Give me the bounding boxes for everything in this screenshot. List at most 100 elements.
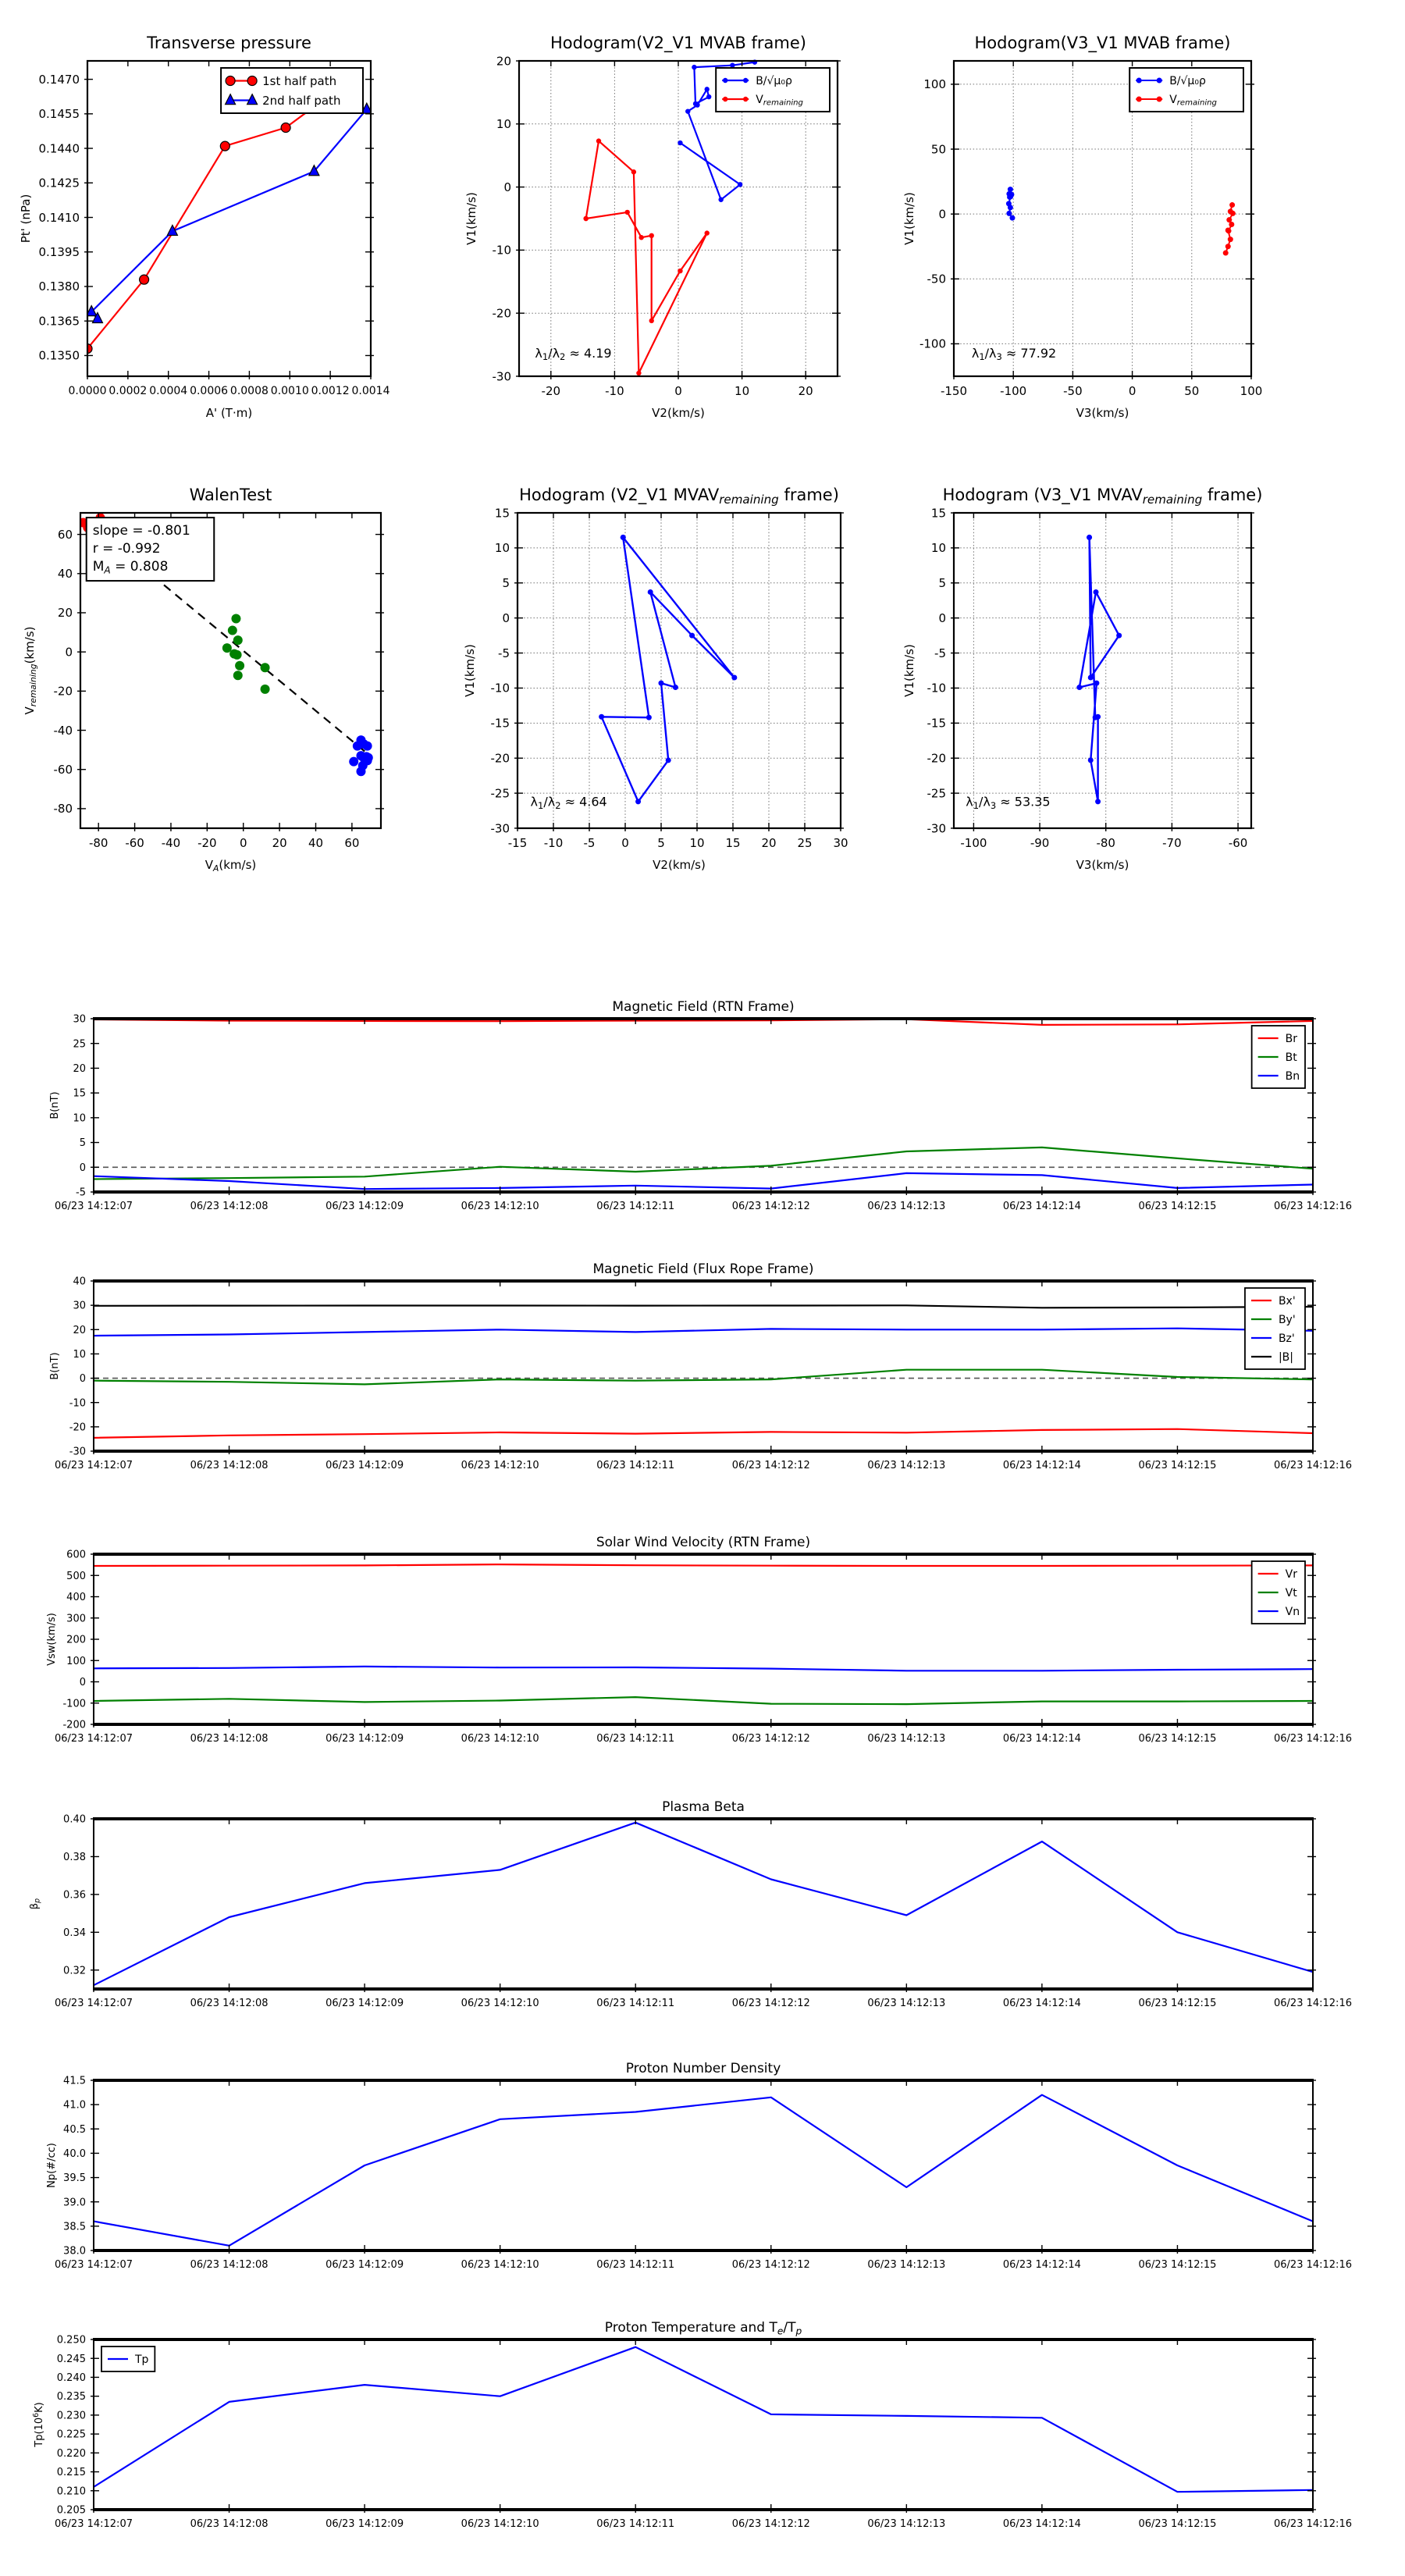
y-tick-label: -15 bbox=[491, 717, 510, 731]
chart-title: Proton Temperature and Te/Tp bbox=[605, 2320, 802, 2336]
y-tick-label: 0.1350 bbox=[39, 349, 80, 363]
legend: Br Bt Bn bbox=[1250, 1025, 1306, 1089]
y-tick-label: 39.0 bbox=[63, 2197, 86, 2208]
y-tick-label: -50 bbox=[927, 272, 947, 286]
series-markers-V-path bbox=[1076, 534, 1122, 805]
x-tick-label: 5 bbox=[657, 836, 665, 850]
x-tick-label: 06/23 14:12:12 bbox=[732, 1201, 810, 1212]
x-tick-label: 0.0006 bbox=[190, 385, 228, 397]
series-line-Bx' bbox=[93, 1428, 1314, 1439]
legend-label: Vn bbox=[1286, 1606, 1300, 1618]
x-tick-label: 06/23 14:12:11 bbox=[596, 2518, 674, 2530]
dot-marker-icon bbox=[139, 274, 150, 285]
x-tick-label: 0.0010 bbox=[271, 385, 309, 397]
x-tick-label: 06/23 14:12:13 bbox=[867, 2518, 945, 2530]
triangle-marker-icon bbox=[308, 164, 320, 176]
x-tick-label: 06/23 14:12:11 bbox=[596, 1460, 674, 1471]
x-tick-label: 25 bbox=[797, 836, 812, 850]
grid bbox=[517, 512, 841, 829]
x-tick-label: 06/23 14:12:16 bbox=[1274, 1733, 1352, 1745]
x-tick-label: 06/23 14:12:15 bbox=[1138, 1201, 1216, 1212]
x-tick-label: -60 bbox=[1229, 836, 1248, 850]
dot-marker-icon bbox=[638, 235, 644, 240]
y-tick-label: 500 bbox=[66, 1571, 86, 1582]
x-tick-label: -100 bbox=[1000, 384, 1026, 398]
x-tick-label: 06/23 14:12:10 bbox=[461, 1460, 539, 1471]
plot-area bbox=[93, 1821, 1314, 1987]
y-tick-label: 0.1365 bbox=[39, 314, 80, 328]
x-tick-label: -50 bbox=[1063, 384, 1083, 398]
dot-marker-icon bbox=[685, 109, 691, 114]
y-tick-label: 38.0 bbox=[63, 2246, 86, 2258]
x-tick-label: 0.0014 bbox=[352, 385, 390, 397]
y-tick-label: 300 bbox=[66, 1613, 86, 1624]
y-tick-label: 15 bbox=[931, 506, 946, 520]
y-tick-label: 30 bbox=[73, 1014, 86, 1026]
dot-marker-icon bbox=[1225, 244, 1231, 250]
x-tick-label: 06/23 14:12:09 bbox=[325, 1201, 404, 1212]
y-tick-label: -30 bbox=[927, 821, 947, 835]
x-tick-label: 06/23 14:12:10 bbox=[461, 2518, 539, 2530]
stats-line: slope = -0.801 bbox=[93, 523, 190, 539]
series-markers-green-points bbox=[222, 614, 270, 694]
series-markers-Vremaining bbox=[583, 138, 710, 376]
x-tick-label: 06/23 14:12:13 bbox=[867, 1733, 945, 1745]
y-tick-label: 200 bbox=[66, 1635, 86, 1646]
dot-marker-icon bbox=[706, 94, 712, 100]
y-tick-label: 0.34 bbox=[63, 1927, 86, 1939]
x-tick-label: 50 bbox=[1184, 384, 1199, 398]
y-tick-label: 0.1410 bbox=[39, 211, 80, 225]
y-axis-label: V1(km/s) bbox=[464, 192, 478, 245]
legend: B/√μ₀ρ Vremaining bbox=[715, 67, 831, 112]
x-tick-label: -40 bbox=[162, 836, 181, 850]
x-tick-label: 30 bbox=[833, 836, 848, 850]
legend: Bx' By' Bz' |B| bbox=[1244, 1287, 1306, 1370]
series-line-Bn bbox=[93, 1172, 1314, 1190]
y-tick-label: 0.1470 bbox=[39, 73, 80, 87]
x-tick-label: 40 bbox=[308, 836, 323, 850]
axes-frame bbox=[952, 511, 1253, 830]
series-line-Vt bbox=[93, 1696, 1314, 1706]
x-tick-label: 06/23 14:12:08 bbox=[190, 1201, 269, 1212]
legend-label: Bn bbox=[1286, 1070, 1300, 1083]
y-axis-label: B(nT) bbox=[49, 1091, 61, 1119]
axes-frame bbox=[93, 1553, 1314, 1725]
y-axis-label: Vsw(km/s) bbox=[46, 1613, 58, 1666]
series-line-beta-p bbox=[93, 1821, 1314, 1987]
legend-label: By' bbox=[1279, 1314, 1296, 1326]
dot-marker-icon bbox=[649, 318, 654, 324]
chart-hodogram-v2v1-mvav: -15 -10 -5 0 5 10 15 20 25 30 -30 -25 -20 -15 -10 -5 0 5 1… bbox=[463, 486, 848, 872]
series-markers-V-path bbox=[599, 534, 738, 805]
y-tick-label: 40 bbox=[58, 567, 73, 581]
y-tick-label: 0 bbox=[80, 1162, 86, 1174]
plot-area bbox=[1076, 534, 1122, 805]
dot-marker-icon bbox=[723, 96, 728, 102]
series-markers-blue-points bbox=[349, 735, 373, 777]
dot-marker-icon bbox=[1076, 685, 1083, 691]
triangle-marker-icon bbox=[246, 93, 258, 105]
ticks bbox=[951, 61, 1254, 379]
series-line-Tp bbox=[93, 2346, 1314, 2493]
x-tick-label: 06/23 14:12:07 bbox=[55, 1998, 133, 2009]
y-tick-label: 0.215 bbox=[57, 2467, 86, 2478]
x-tick-label: 06/23 14:12:07 bbox=[55, 1460, 133, 1471]
y-tick-label: 0 bbox=[80, 1373, 86, 1385]
dot-marker-icon bbox=[665, 757, 671, 763]
x-axis-label: VA(km/s) bbox=[205, 858, 257, 873]
y-tick-label: -10 bbox=[927, 681, 947, 696]
y-tick-label: -5 bbox=[498, 646, 510, 660]
y-tick-label: -30 bbox=[491, 821, 510, 835]
dot-marker-icon bbox=[704, 230, 710, 236]
y-tick-label: -60 bbox=[54, 763, 73, 777]
dot-marker-icon bbox=[260, 684, 270, 694]
series-line-Bt bbox=[93, 1146, 1314, 1180]
x-tick-label: 06/23 14:12:11 bbox=[596, 1201, 674, 1212]
y-tick-label: 0 bbox=[80, 1677, 86, 1688]
chart-transverse-pressure: 0.0000 0.0002 0.0004 0.0006 0.0008 0.0010 0.00… bbox=[19, 34, 390, 420]
dot-marker-icon bbox=[620, 534, 626, 540]
x-tick-label: -15 bbox=[508, 836, 528, 850]
x-tick-label: 06/23 14:12:13 bbox=[867, 1201, 945, 1212]
dot-marker-icon bbox=[1087, 674, 1094, 681]
dot-marker-icon bbox=[356, 767, 366, 777]
